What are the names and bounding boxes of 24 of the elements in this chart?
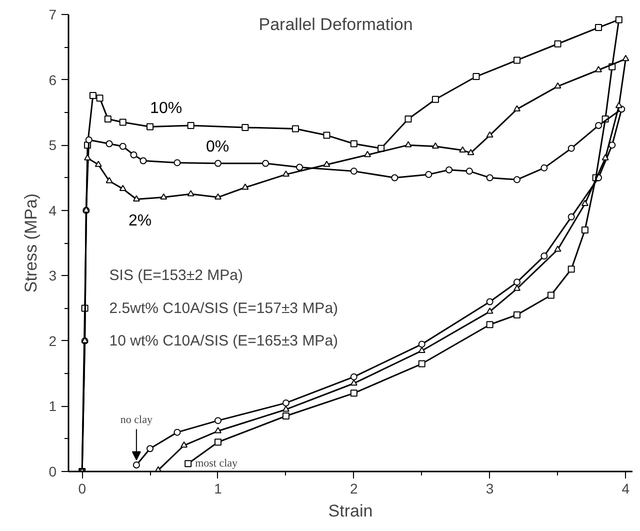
series-label: 10% <box>150 100 182 117</box>
annotation: no clay <box>120 414 153 426</box>
y-tick-label: 6 <box>48 72 57 88</box>
x-tick-label: 3 <box>486 480 494 496</box>
annotation: 2.5wt% C10A/SIS (E=157±3 MPa) <box>109 300 338 317</box>
x-tick-label: 1 <box>214 480 222 496</box>
x-tick-label: 4 <box>622 480 630 496</box>
y-tick-label: 4 <box>48 202 57 218</box>
series-label: 0% <box>206 138 230 156</box>
y-axis-title: Stress (MPa) <box>22 193 41 293</box>
y-tick-label: 2 <box>48 332 57 349</box>
y-tick-label: 1 <box>48 398 57 414</box>
annotation: SIS (E=153±2 MPa) <box>109 267 243 284</box>
series-label: 2% <box>128 212 152 230</box>
y-tick-label: 3 <box>48 268 57 284</box>
y-tick-label: 0 <box>48 464 57 480</box>
annotation: 10 wt% C10A/SIS (E=165±3 MPa) <box>109 332 338 350</box>
x-axis-title: Strain <box>328 502 373 520</box>
chart-title: Parallel Deformation <box>258 14 413 34</box>
y-tick-label: 7 <box>48 6 57 22</box>
x-tick-label: 0 <box>78 480 86 496</box>
x-tick-label: 2 <box>350 480 358 496</box>
y-tick-label: 5 <box>48 137 57 154</box>
annotation: most clay <box>195 458 238 470</box>
